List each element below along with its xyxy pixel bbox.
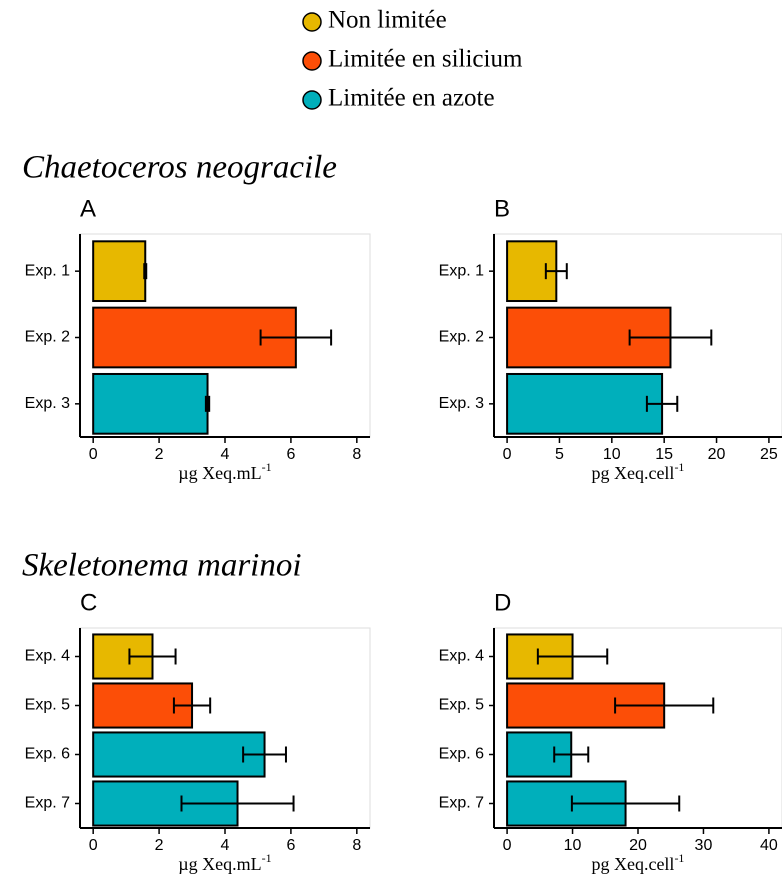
panel-letter: A [80,195,96,222]
y-tick-label: Exp. 1 [439,262,484,279]
bar [92,731,266,778]
error-bar [570,795,681,812]
error-bar [553,746,590,763]
x-tick-label: 4 [221,837,230,854]
y-tick-label: Exp. 3 [439,395,484,412]
error-bar [172,697,212,714]
x-tick-label: 0 [89,837,98,854]
section-title: Chaetoceros neogracile [22,150,337,186]
y-tick-label: Exp. 3 [25,395,70,412]
x-axis-label-text: pg Xeq.cell [591,854,674,874]
y-tick-label: Exp. 5 [25,697,70,714]
x-tick-label: 6 [286,837,295,854]
error-bar [204,395,211,412]
legend-swatch [302,51,322,71]
panel-letter: D [494,589,511,616]
x-axis-label-sup: -1 [262,851,272,865]
section-title: Skeletonema marinoi [22,548,302,584]
x-axis-label-text: µg Xeq.mL [178,854,261,874]
error-bar [180,795,295,812]
x-tick-label: 10 [603,446,621,463]
x-tick-label: 40 [760,837,778,854]
x-axis-label: pg Xeq.cell-1 [591,851,684,874]
legend-label: Limitée en silicium [328,46,523,73]
bar [506,372,664,435]
y-tick-label: Exp. 5 [439,697,484,714]
x-axis-label-text: µg Xeq.mL [178,463,261,483]
panel-letter: C [80,589,97,616]
bar [92,240,147,303]
x-axis-label: µg Xeq.mL-1 [178,851,271,874]
error-bar [544,263,568,280]
x-tick-label: 8 [352,446,361,463]
x-tick-label: 0 [503,446,512,463]
x-tick-label: 25 [760,446,778,463]
y-tick-label: Exp. 7 [25,795,70,812]
error-bar [242,746,287,763]
legend-label: Non limitée [328,7,447,34]
x-axis-label-sup: -1 [262,460,272,474]
bar [506,240,558,303]
y-tick-label: Exp. 4 [25,648,70,665]
error-bar [645,395,679,412]
x-axis-label-sup: -1 [674,851,684,865]
x-tick-label: 0 [503,837,512,854]
x-axis-label-text: pg Xeq.cell [591,463,674,483]
error-bar [259,329,333,346]
error-bar [128,648,177,665]
x-tick-label: 2 [155,837,164,854]
y-tick-label: Exp. 6 [25,746,70,763]
error-bar [536,648,609,665]
x-tick-label: 2 [155,446,164,463]
y-tick-label: Exp. 7 [439,795,484,812]
legend-label: Limitée en azote [328,85,495,112]
legend-swatch [302,90,322,110]
error-bar [628,329,713,346]
error-bar [614,697,715,714]
error-bar [143,263,148,280]
x-tick-label: 20 [629,837,647,854]
y-tick-label: Exp. 2 [25,329,70,346]
y-tick-label: Exp. 6 [439,746,484,763]
y-tick-label: Exp. 1 [25,262,70,279]
x-tick-label: 8 [352,837,361,854]
x-tick-label: 20 [708,446,726,463]
x-axis-label-sup: -1 [674,460,684,474]
x-tick-label: 10 [564,837,582,854]
x-axis-label: pg Xeq.cell-1 [591,460,684,483]
x-tick-label: 5 [555,446,564,463]
x-tick-label: 15 [655,446,673,463]
bar [92,372,209,435]
y-tick-label: Exp. 4 [439,648,484,665]
x-tick-label: 6 [286,446,295,463]
x-tick-label: 30 [695,837,713,854]
y-tick-label: Exp. 2 [439,329,484,346]
panel-letter: B [494,195,510,222]
x-axis-label: µg Xeq.mL-1 [178,460,271,483]
x-tick-label: 4 [221,446,230,463]
x-tick-label: 0 [89,446,98,463]
legend-swatch [302,12,322,32]
